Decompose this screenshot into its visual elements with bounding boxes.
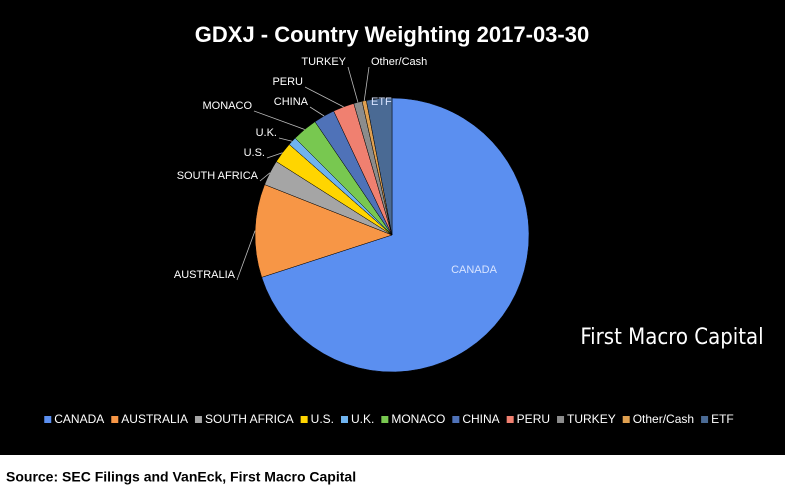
legend-item: Other/Cash	[622, 412, 694, 426]
leader-line	[253, 110, 305, 130]
chart-title: GDXJ - Country Weighting 2017-03-30	[195, 22, 589, 47]
legend-swatch	[701, 416, 709, 423]
legend-swatch	[506, 416, 514, 423]
legend-label: MONACO	[391, 412, 445, 426]
slice-label: CANADA	[451, 264, 498, 276]
legend-label: CANADA	[54, 412, 104, 426]
pie-slice	[254, 184, 393, 278]
legend-item: SOUTH AFRICA	[194, 412, 294, 426]
legend-label: TURKEY	[567, 412, 616, 426]
leader-line	[304, 86, 344, 108]
legend-item: CHINA	[452, 412, 500, 426]
legend-label: SOUTH AFRICA	[205, 412, 294, 426]
legend-swatch	[340, 416, 348, 423]
legend-swatch	[44, 416, 52, 423]
legend-swatch	[381, 416, 389, 423]
slice-label: ETF	[371, 96, 392, 108]
legend-item: TURKEY	[557, 412, 616, 426]
slice-label: U.K.	[256, 127, 277, 139]
slice-label: PERU	[272, 76, 303, 88]
legend-item: AUSTRALIA	[111, 412, 188, 426]
slice-label: TURKEY	[301, 56, 346, 68]
legend-label: PERU	[517, 412, 550, 426]
legend-swatch	[622, 416, 630, 423]
legend-label: U.K.	[351, 412, 374, 426]
slice-label: MONACO	[203, 100, 253, 112]
legend-item: CANADA	[44, 412, 104, 426]
leader-line	[236, 230, 256, 281]
legend-swatch	[452, 416, 460, 423]
slice-label: SOUTH AFRICA	[177, 170, 259, 182]
legend-swatch	[194, 416, 202, 423]
legend-label: ETF	[711, 412, 734, 426]
legend-swatch	[300, 416, 308, 423]
slice-label: U.S.	[244, 147, 265, 159]
legend-swatch	[557, 416, 565, 423]
slice-label: AUSTRALIA	[174, 269, 236, 281]
legend-label: U.S.	[311, 412, 334, 426]
leader-line	[278, 137, 293, 142]
legend-item: U.K.	[340, 412, 374, 426]
slice-label: Other/Cash	[371, 56, 427, 68]
slice-label: CHINA	[274, 96, 309, 108]
leader-line	[347, 66, 359, 103]
leader-line	[266, 152, 283, 159]
leader-line	[363, 66, 370, 101]
watermark: First Macro Capital	[580, 325, 763, 350]
legend-label: Other/Cash	[633, 412, 694, 426]
legend-item: U.S.	[300, 412, 334, 426]
leader-line	[259, 172, 271, 182]
legend-item: PERU	[506, 412, 550, 426]
legend-swatch	[111, 416, 119, 423]
pie-slice	[261, 97, 530, 373]
legend-label: CHINA	[462, 412, 499, 426]
legend: CANADA AUSTRALIA SOUTH AFRICA U.S. U.K. MONAC…	[44, 412, 734, 426]
leader-line	[309, 106, 325, 117]
legend-item: ETF	[701, 412, 734, 426]
legend-label: AUSTRALIA	[121, 412, 188, 426]
pie-slice	[366, 97, 393, 236]
legend-item: MONACO	[381, 412, 445, 426]
pie: CANADA AUSTRALIA SOUTH AFRICA U.S. U.K. MONAC…	[174, 56, 530, 373]
source-note: Source: SEC Filings and VanEck, First Ma…	[6, 469, 356, 485]
